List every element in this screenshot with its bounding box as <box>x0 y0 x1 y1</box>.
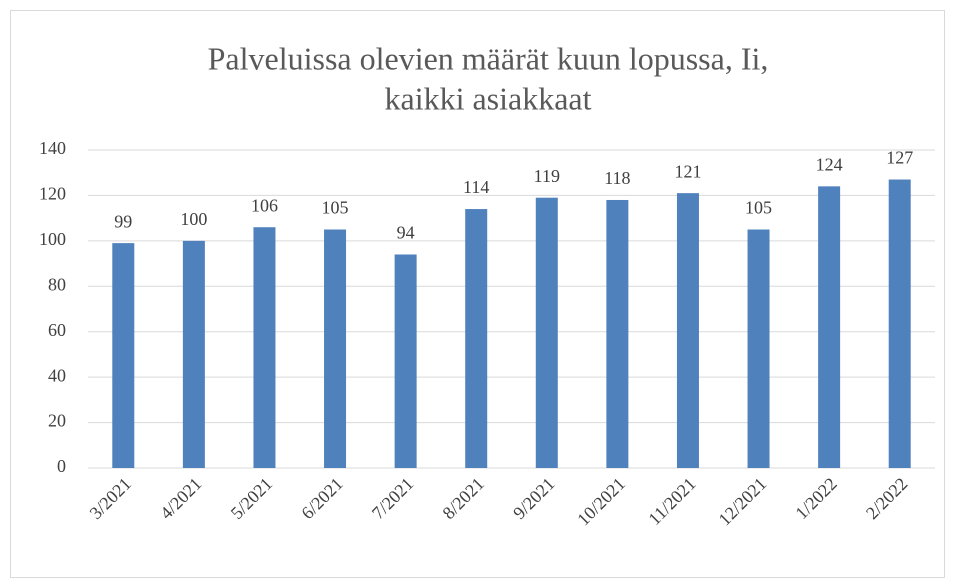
bar <box>747 229 770 468</box>
y-tick-label: 100 <box>39 229 66 249</box>
data-label: 99 <box>114 211 132 231</box>
y-tick-label: 40 <box>48 365 66 385</box>
y-tick-label: 60 <box>48 320 66 340</box>
y-tick-label: 80 <box>48 274 66 294</box>
bar <box>676 193 699 468</box>
data-label: 105 <box>322 198 349 218</box>
bar <box>535 197 558 468</box>
bar <box>606 199 629 468</box>
data-label: 100 <box>180 209 207 229</box>
y-tick-label: 0 <box>57 456 66 476</box>
data-label: 114 <box>463 177 489 197</box>
bar <box>888 179 911 468</box>
bar <box>394 254 417 468</box>
y-tick-label: 120 <box>39 184 66 204</box>
bar <box>324 229 347 468</box>
bar <box>112 243 135 468</box>
bar <box>182 240 205 468</box>
y-tick-label: 20 <box>48 411 66 431</box>
data-label: 118 <box>604 168 630 188</box>
data-label: 105 <box>745 198 772 218</box>
data-label: 94 <box>397 223 415 243</box>
data-label: 121 <box>674 161 701 181</box>
y-tick-label: 140 <box>39 138 66 158</box>
bar <box>818 186 841 469</box>
bar <box>465 209 488 469</box>
chart-title: kaikki asiakkaat <box>384 80 591 116</box>
data-label: 124 <box>816 154 843 174</box>
bar <box>253 227 276 468</box>
data-label: 119 <box>534 166 560 186</box>
data-label: 106 <box>251 195 278 215</box>
chart-title: Palveluissa olevien määrät kuun lopussa,… <box>208 40 769 76</box>
data-label: 127 <box>886 148 913 168</box>
